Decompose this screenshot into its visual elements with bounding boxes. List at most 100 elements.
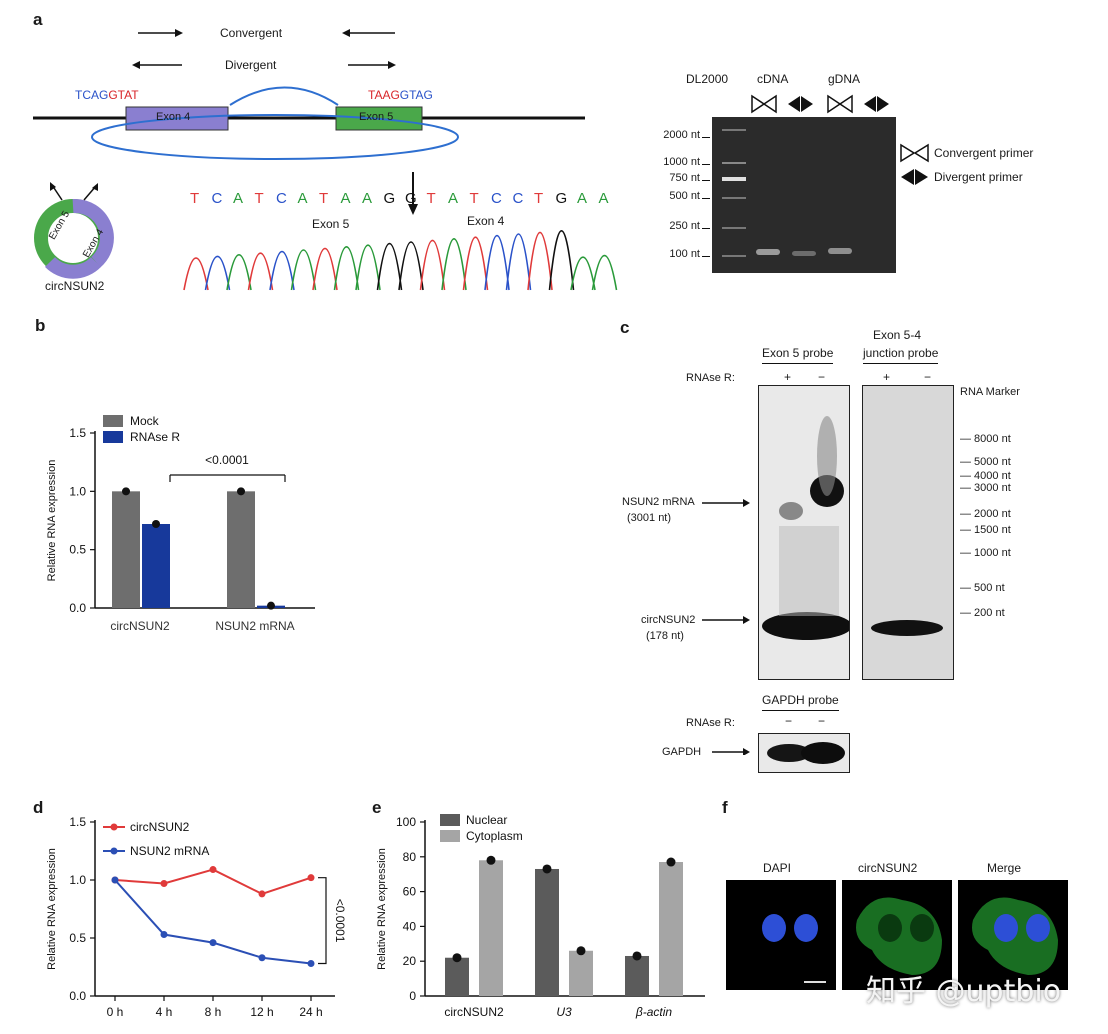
backsplice-loop (91, 114, 459, 160)
splice-arc (229, 86, 339, 106)
sequence-base: T (469, 190, 479, 207)
chart-e: 0 20 40 60 80 100 Relative RNA expression circN… (376, 813, 705, 1019)
seq-right: TAAGGTAG (368, 88, 433, 102)
x-tick-label: 0 h (107, 1005, 124, 1019)
bar (625, 955, 649, 996)
circ-fluor-label: circNSUN2 (858, 861, 918, 875)
divergent-primer-symbol-icon (901, 169, 928, 185)
sequence-base: G (383, 190, 396, 207)
y-tick-label: 1.5 (69, 426, 86, 440)
y-tick-label: 0.5 (69, 543, 86, 557)
sequence-base: C (491, 190, 502, 207)
circnsun2-fluor-image (842, 880, 952, 990)
legend-divergent-primer: Divergent primer (934, 170, 1023, 184)
chromatogram-peak (462, 236, 489, 291)
x-category-label: NSUN2 mRNA (215, 619, 294, 633)
chromatogram-peak (505, 233, 532, 291)
gapdh-lane-minus-1: − (785, 714, 793, 728)
gel-size-label: 750 nt (669, 172, 700, 184)
circ-label-1: circNSUN2 (641, 614, 696, 626)
bar (535, 868, 559, 996)
y-axis-label: Relative RNA expression (46, 460, 58, 582)
bar (659, 862, 683, 996)
data-point (258, 954, 266, 962)
data-point (632, 951, 642, 961)
sequence-base: T (254, 190, 264, 207)
chromatogram-peak (247, 252, 274, 291)
convergent-label: Convergent (220, 26, 283, 40)
legend-label: Mock (130, 414, 160, 428)
legend-label: NSUN2 mRNA (130, 844, 209, 858)
x-tick-label: 12 h (250, 1005, 273, 1019)
x-category-label: circNSUN2 (444, 1005, 504, 1019)
y-tick-label: 1.5 (69, 815, 86, 829)
gel-gdna-label: gDNA (828, 72, 861, 86)
y-tick-label: 0.0 (69, 989, 86, 1003)
chromatogram-peak (269, 251, 295, 291)
panel-label-d: d (33, 798, 44, 817)
blot-size-label: — 1500 nt (960, 524, 1011, 536)
y-tick-label: 0.0 (69, 601, 86, 615)
gapdh-label: GAPDH (662, 746, 702, 758)
gel-size-tick (702, 137, 710, 138)
sequence-base: A (362, 190, 373, 207)
dapi-label: DAPI (763, 861, 792, 875)
data-point (111, 876, 119, 884)
gel-size-tick (702, 198, 710, 199)
y-tick-label: 60 (403, 885, 417, 899)
chromatogram-peak (312, 247, 338, 291)
panel-label-f: f (722, 798, 728, 817)
data-point (209, 939, 217, 947)
data-point (307, 960, 315, 968)
legend-swatch (440, 814, 460, 826)
series-line (114, 868, 312, 895)
sequence-base: C (211, 190, 223, 207)
y-tick-label: 80 (403, 850, 417, 864)
y-axis-label: Relative RNA expression (46, 848, 58, 970)
sequence-base: G (405, 190, 417, 207)
chromatogram-peak (355, 244, 381, 291)
chromatogram-peak (183, 257, 209, 291)
chromatogram-peak (548, 230, 575, 291)
data-point (160, 931, 168, 939)
sequence-base: G (555, 190, 568, 207)
gel-size-label: 1000 nt (663, 156, 700, 168)
bar (445, 957, 469, 996)
sequence-base: A (233, 190, 244, 207)
watermark: 知乎 @uptbio (866, 974, 1062, 1009)
gel-size-label: 2000 nt (663, 129, 700, 141)
sequence-base: A (598, 190, 609, 207)
gel-size-label: 100 nt (669, 248, 700, 260)
chromatogram-peak (290, 249, 317, 291)
blot-size-label: — 5000 nt (960, 456, 1011, 468)
sequence-base: A (340, 190, 351, 207)
chromatogram-peak (484, 235, 510, 291)
gapdh-rnase-label: RNAse R: (686, 717, 735, 729)
data-point (237, 487, 245, 496)
mrna-label-1: NSUN2 mRNA (622, 496, 695, 508)
data-point (542, 864, 552, 874)
northern-blot-junction (862, 385, 954, 680)
sequence-base: T (190, 190, 200, 207)
legend-swatch (440, 830, 460, 842)
gapdh-lane-minus-2: − (818, 714, 826, 728)
chromatogram-peak (204, 255, 231, 291)
rna-marker-label: RNA Marker (960, 386, 1020, 398)
data-point (122, 487, 130, 496)
p-value-label: <0.0001 (205, 453, 249, 467)
junction-probe-label-2: junction probe (863, 346, 939, 364)
seq-left: TCAGGTAT (75, 88, 139, 102)
sequence-base: C (512, 190, 524, 207)
agarose-gel-image (712, 117, 896, 273)
series-line (114, 879, 312, 965)
legend-label: Cytoplasm (466, 829, 523, 843)
sequence-base: T (534, 190, 544, 207)
bar (142, 524, 170, 608)
gel-size-label: 250 nt (669, 220, 700, 232)
gel-size-tick (702, 256, 710, 257)
chromatogram-trace (183, 230, 618, 291)
x-tick-label: 24 h (299, 1005, 322, 1019)
blot-size-label: — 2000 nt (960, 508, 1011, 520)
y-tick-label: 1.0 (69, 484, 86, 498)
data-point (307, 874, 315, 882)
